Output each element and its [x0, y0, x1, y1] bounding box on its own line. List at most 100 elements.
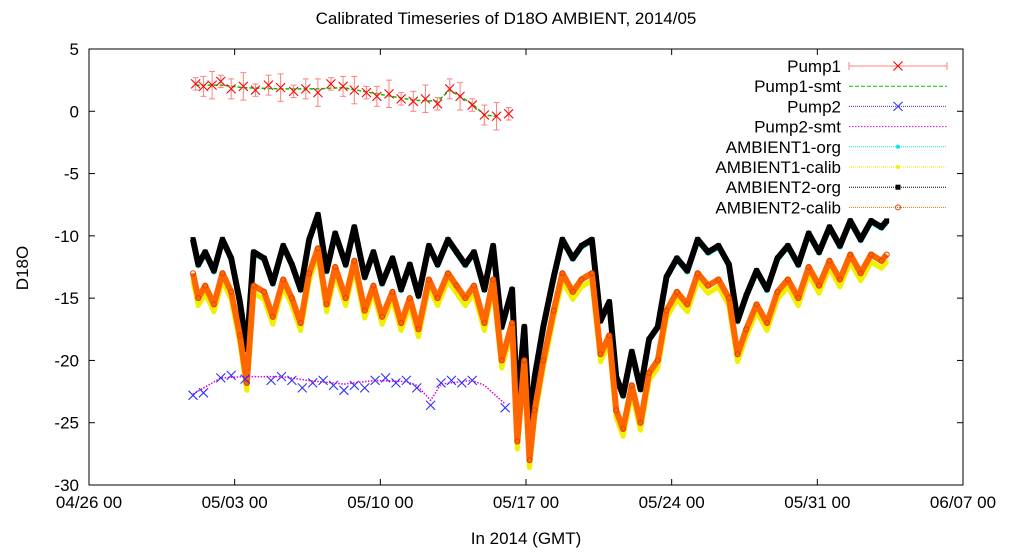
data-point — [444, 83, 455, 94]
data-point — [306, 270, 313, 277]
data-point — [646, 369, 653, 376]
data-point — [270, 280, 276, 286]
data-point — [280, 243, 286, 249]
data-point — [481, 320, 488, 327]
data-point — [454, 249, 460, 255]
data-point — [570, 297, 575, 302]
data-point — [606, 299, 612, 305]
data-point — [868, 251, 875, 258]
data-point — [411, 382, 422, 393]
data-point — [559, 270, 566, 277]
data-point — [715, 276, 722, 283]
data-point — [219, 270, 226, 277]
data-point — [743, 326, 750, 333]
data-point — [515, 446, 520, 451]
legend-item: Pump1 — [787, 57, 948, 76]
y-tick-label: -15 — [54, 289, 79, 308]
data-point — [361, 307, 368, 314]
x-tick-label: 05/31 00 — [784, 493, 850, 512]
data-point — [883, 251, 890, 258]
data-point — [764, 320, 771, 327]
data-point — [685, 309, 690, 314]
legend-item: Pump2 — [787, 97, 947, 116]
y-axis-label: D18O — [13, 246, 32, 290]
data-point — [482, 328, 487, 333]
data-point — [500, 402, 511, 413]
legend-item: AMBIENT2-calib — [715, 198, 947, 217]
data-point — [837, 243, 843, 249]
data-point — [774, 255, 780, 261]
data-point — [314, 245, 321, 252]
data-point — [735, 359, 740, 364]
data-point — [503, 108, 514, 119]
data-point — [250, 282, 257, 289]
data-point — [261, 288, 268, 295]
data-point — [434, 295, 441, 302]
data-point — [198, 81, 209, 92]
data-point — [210, 301, 217, 308]
data-point — [764, 286, 770, 292]
data-point — [620, 425, 627, 432]
data-point — [578, 243, 584, 249]
data-point — [471, 249, 477, 255]
data-point — [207, 80, 218, 91]
y-tick-label: 5 — [70, 40, 79, 59]
data-point — [550, 307, 557, 314]
data-point — [884, 218, 890, 224]
data-point — [509, 286, 515, 292]
data-point — [370, 282, 377, 289]
data-point — [289, 262, 295, 268]
data-point — [858, 278, 863, 283]
data-point — [540, 357, 547, 364]
data-point — [646, 336, 652, 342]
data-point — [499, 365, 504, 370]
data-point — [426, 243, 432, 249]
data-point — [521, 324, 527, 330]
data-point — [847, 218, 853, 224]
series-pump2-smt — [192, 375, 506, 405]
data-point — [453, 282, 460, 289]
data-point — [578, 276, 585, 283]
data-point — [655, 324, 661, 330]
data-point — [857, 270, 864, 277]
data-point — [663, 274, 669, 280]
x-tick-label: 06/07 00 — [930, 493, 996, 512]
data-point — [597, 351, 604, 358]
data-point — [307, 377, 318, 388]
data-point — [270, 322, 275, 327]
data-point — [408, 96, 419, 107]
legend-marker — [895, 184, 901, 190]
data-point — [490, 276, 497, 283]
data-point — [324, 268, 330, 274]
data-point — [215, 76, 226, 87]
data-point — [425, 400, 436, 411]
data-point — [226, 370, 237, 381]
data-point — [202, 249, 208, 255]
data-point — [251, 249, 257, 255]
data-point — [816, 282, 823, 289]
data-point — [389, 255, 395, 261]
data-point — [328, 380, 339, 391]
data-point — [628, 382, 635, 389]
data-point — [884, 260, 889, 265]
data-point — [339, 385, 349, 396]
data-point — [401, 375, 412, 386]
data-point — [228, 255, 234, 261]
data-point — [674, 255, 680, 261]
data-point — [462, 295, 469, 302]
data-point — [391, 377, 401, 388]
data-point — [326, 78, 336, 89]
legend-label: Pump2 — [787, 97, 841, 116]
data-point — [190, 270, 197, 277]
data-point — [236, 332, 243, 339]
x-tick-label: 04/26 00 — [56, 493, 122, 512]
data-point — [735, 318, 741, 324]
data-point — [240, 374, 250, 385]
data-point — [785, 243, 791, 249]
legend-marker — [893, 101, 903, 112]
data-point — [837, 284, 842, 289]
data-point — [266, 375, 276, 386]
data-point — [343, 303, 348, 308]
